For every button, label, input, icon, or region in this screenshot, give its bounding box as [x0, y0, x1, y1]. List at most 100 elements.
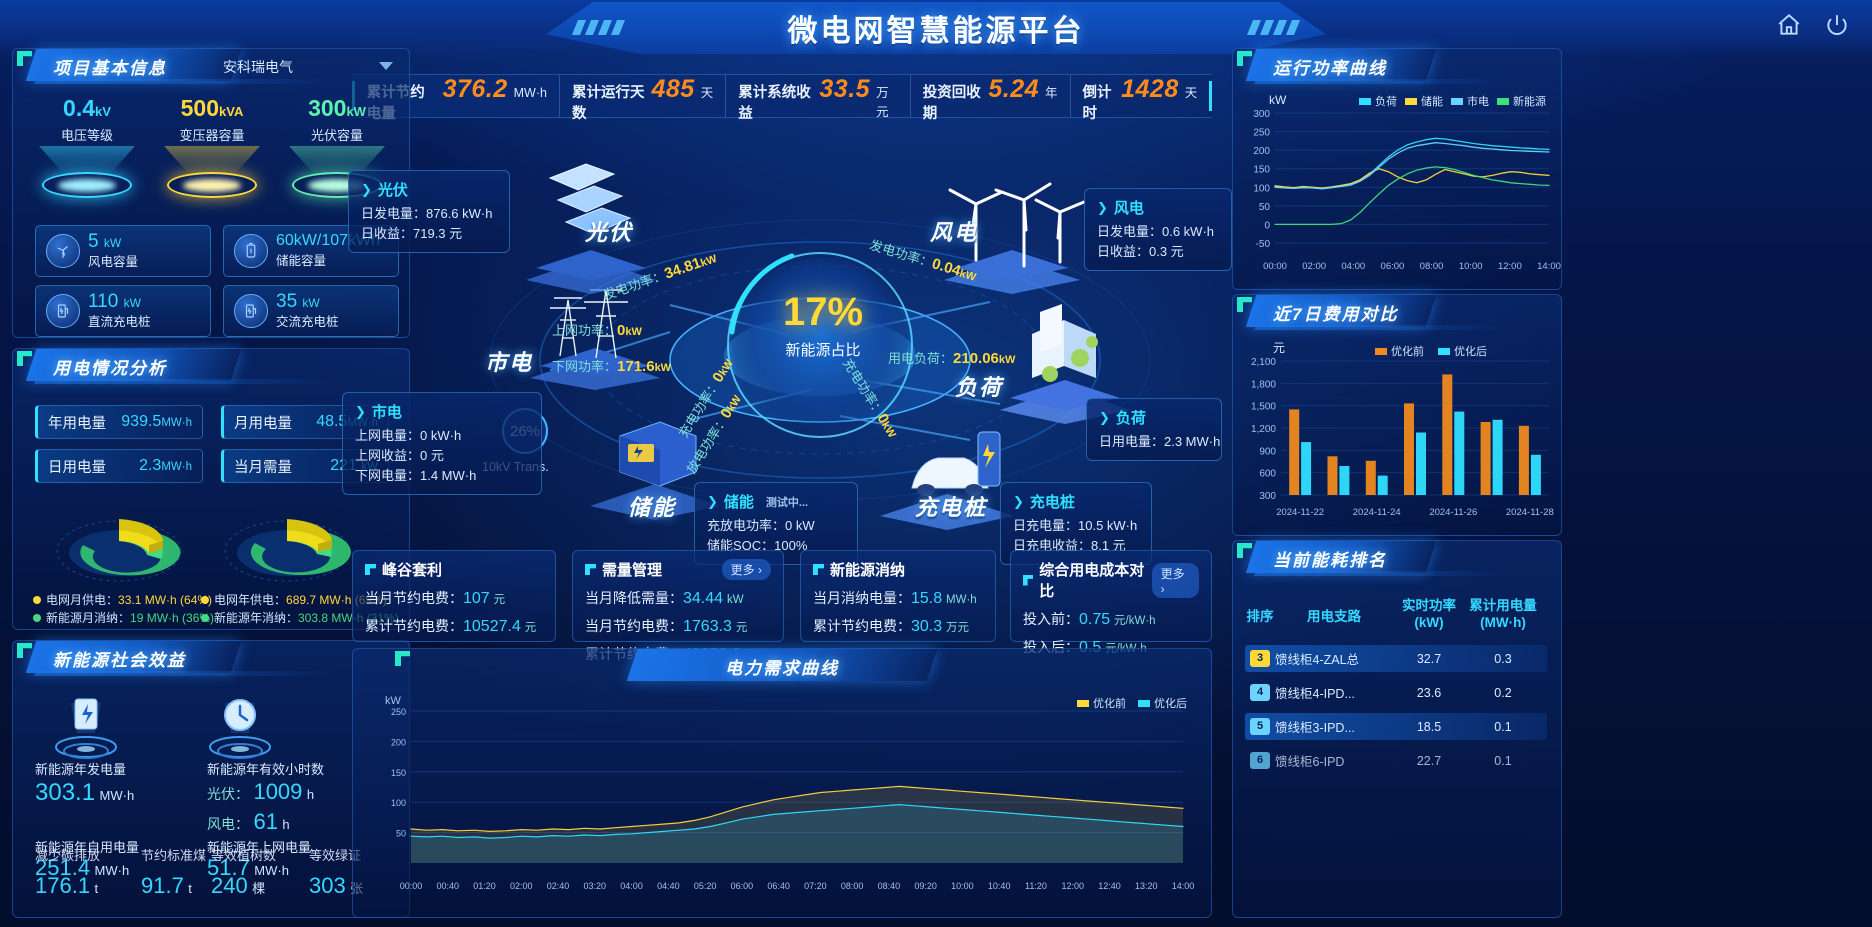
- ratio-value: 17%: [782, 290, 864, 334]
- x-tick: 07:20: [804, 881, 827, 891]
- kpi-value: 1428: [1121, 75, 1179, 103]
- svg-text:300: 300: [1253, 109, 1270, 120]
- capacity-value: 500: [180, 95, 220, 121]
- x-tick: 2024-11-22: [1276, 507, 1325, 518]
- benefit-label-6: 等效植树数: [211, 848, 277, 863]
- panel-title-text: 电力需求曲线: [725, 659, 839, 678]
- header-chevrons-right: [1246, 20, 1301, 35]
- panel-demand-curve: 电力需求曲线 kW 优化前 优化后 50 100 150 200 250 00:00 00…: [352, 648, 1212, 918]
- x-tick: 02:00: [510, 881, 533, 891]
- capacity-unit: kVA: [219, 104, 244, 119]
- metric-value: 110: [88, 290, 119, 312]
- legend-new-month: 新能源月消纳：19 MW·h (36%): [33, 609, 214, 626]
- demand-curve-chart: 50 100 150 200 250: [391, 707, 1184, 863]
- usage-value: 939.5: [121, 413, 162, 430]
- donut-month: [56, 519, 182, 582]
- kpi-label: 投资回收期: [922, 85, 981, 122]
- usage-label: 月用电量: [234, 415, 292, 432]
- table-row[interactable]: 4 馈线柜4-IPD... 23.6 0.2: [1245, 679, 1547, 706]
- x-tick: 10:00: [1458, 261, 1483, 272]
- chevron-down-icon[interactable]: [379, 62, 393, 70]
- table-row[interactable]: 6 馈线柜6-IPD 22.7 0.1: [1245, 747, 1547, 774]
- home-icon[interactable]: [1776, 12, 1802, 38]
- corner-mark-icon: [395, 651, 410, 666]
- svg-text:300: 300: [1259, 491, 1276, 502]
- panel-title-text: 运行功率曲线: [1273, 59, 1387, 78]
- kpi-label: 倒计时: [1082, 85, 1112, 122]
- svg-text:1,200: 1,200: [1251, 424, 1276, 435]
- benefit-value-1-wind: 风电： 61 h: [207, 809, 290, 834]
- x-tick: 2024-11-24: [1352, 507, 1401, 518]
- usage-label: 当月需量: [234, 459, 292, 476]
- usage-value: 2.3: [139, 457, 162, 474]
- panel-ranking: 当前能耗排名 排序 用电支路 实时功率 (kW) 累计用电量 (MW·h) 3 …: [1232, 540, 1562, 918]
- x-tick: 04:00: [620, 881, 643, 891]
- power-icon[interactable]: [1824, 12, 1850, 38]
- metric-unit: kW: [123, 295, 141, 310]
- scene-card-grid: ❯ 市电 上网电量：0 kW·h 上网收益：0 元 下网电量：1.4 MW·h: [342, 392, 542, 496]
- scene-label-wind: 风电: [930, 220, 979, 245]
- metric-label: 储能容量: [276, 253, 327, 268]
- benefit-label-3: 新能源年上网电量: [207, 840, 312, 855]
- card-title: 市电: [371, 404, 402, 421]
- usage-unit: MW·h: [161, 461, 192, 473]
- donut-year: [224, 519, 351, 582]
- benefit-value-3: 51.7 MW·h: [207, 855, 289, 880]
- corner-mark-icon: [17, 643, 32, 658]
- panel-title-text: 新能源社会效益: [53, 651, 186, 670]
- panel-social-benefit: 新能源社会效益 新能源年发电量 3: [12, 640, 410, 918]
- usage-row-day: 日用电量 2.3MW·h: [35, 449, 203, 483]
- scene-card-load: ❯ 负荷 日用电量：2.3 MW·h: [1086, 398, 1222, 462]
- x-tick: 00:00: [1263, 261, 1287, 272]
- bottom-card-cost-compare: 综合用电成本对比 更多 › 投入前：0.75 元/kW·h 投入后：0.5 元/…: [1010, 550, 1212, 656]
- svg-text:200: 200: [1253, 146, 1270, 157]
- kpi-label: 累计运行天数: [571, 85, 645, 122]
- branch-energy: 0.2: [1494, 685, 1512, 700]
- x-tick: 02:40: [546, 881, 570, 891]
- x-tick: 12:00: [1497, 261, 1522, 272]
- metric-ac-charger: 35 kW 交流充电桩: [223, 285, 399, 337]
- power-legend: 负荷 储能 市电 新能源: [1359, 93, 1546, 109]
- branch-energy: 0.1: [1494, 753, 1512, 768]
- x-tick: 12:40: [1098, 881, 1121, 891]
- charger-icon: [234, 294, 268, 328]
- panel-title-cost-compare: 近7日费用对比: [1233, 295, 1561, 330]
- capacity-label: 电压等级: [60, 128, 113, 143]
- svg-text:200: 200: [391, 737, 406, 747]
- panel-title-text: 当前能耗排名: [1273, 551, 1387, 570]
- more-button[interactable]: 更多 ›: [721, 559, 771, 580]
- col-branch: 用电支路: [1307, 609, 1361, 624]
- kpi-unit: MW·h: [513, 86, 547, 100]
- svg-text:150: 150: [391, 768, 406, 778]
- x-tick: 04:40: [657, 881, 680, 891]
- table-row[interactable]: 3 馈线柜4-ZAL总 32.7 0.3: [1245, 645, 1547, 672]
- card-title: 充电桩: [1029, 494, 1075, 511]
- panel-power-curve: 运行功率曲线 kW 负荷 储能 市电 新能源 -50 0 50 100 150 200 25…: [1232, 48, 1562, 290]
- benefit-value-4: 176.1 t: [35, 873, 99, 898]
- branch-name: 馈线柜3-IPD...: [1275, 721, 1355, 735]
- benefit-icon-generation: [49, 693, 123, 770]
- metric-value: 35: [276, 290, 298, 312]
- svg-text:150: 150: [1253, 165, 1270, 176]
- bottom-card-new-energy: 新能源消纳 当月消纳电量：15.8 MW·h 累计节约电费：30.3 万元: [800, 550, 996, 642]
- benefit-label-4: 减少碳排放: [35, 848, 101, 863]
- more-button[interactable]: 更多 ›: [1151, 562, 1199, 598]
- legend-grid-month: 电网月供电：33.1 MW·h (64%): [33, 591, 212, 608]
- flow-grid-export: 上网功率：0kW: [552, 322, 642, 339]
- table-row[interactable]: 5 馈线柜3-IPD... 18.5 0.1: [1245, 713, 1547, 740]
- scene-label-grid: 市电: [485, 350, 534, 375]
- x-tick: 06:00: [730, 881, 754, 891]
- company-selector-label[interactable]: 安科瑞电气: [223, 59, 293, 75]
- benefit-icon-hours: [203, 693, 277, 770]
- x-tick: 06:40: [767, 881, 790, 891]
- panel-title-text: 用电情况分析: [53, 359, 167, 378]
- branch-energy: 0.3: [1494, 651, 1512, 666]
- card-title: 储能: [723, 494, 754, 511]
- x-tick: 00:00: [399, 881, 423, 891]
- panel-title-usage: 用电情况分析: [13, 349, 409, 384]
- node-pv-panels: [506, 150, 676, 305]
- svg-text:1,500: 1,500: [1251, 402, 1276, 413]
- scene-label-storage: 储能: [628, 495, 677, 520]
- metric-unit: kW: [103, 235, 122, 250]
- card-title: 综合用电成本对比: [1039, 562, 1145, 600]
